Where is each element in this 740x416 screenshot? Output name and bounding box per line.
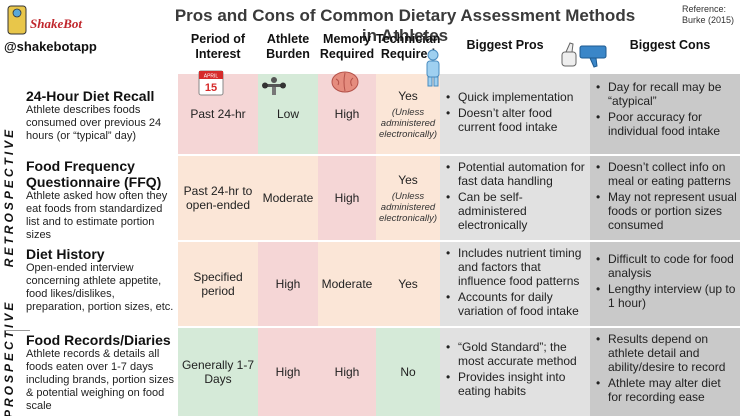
header-period: Period of Interest xyxy=(190,32,246,61)
weight-lifter-icon xyxy=(262,77,286,95)
method-title: Food Records/Diaries xyxy=(26,332,171,348)
header-burden: Athlete Burden xyxy=(266,32,310,61)
prospective-label: PROSPECTIVE xyxy=(2,299,16,416)
section-divider xyxy=(6,330,30,331)
row2-cons-list: Doesn’t collect info on meal or eating p… xyxy=(594,160,738,234)
svg-text:APRIL: APRIL xyxy=(204,74,219,80)
row2-technician: Yes (Unless administered electronically) xyxy=(376,156,440,240)
row1-technician: Yes (Unless administered electronically) xyxy=(376,74,440,154)
row1-period: Past 24-hr xyxy=(178,74,258,154)
svg-text:ShakeBot: ShakeBot xyxy=(30,16,82,31)
reference-note: Reference: Burke (2015) xyxy=(682,4,734,26)
row3-burden: High xyxy=(258,242,318,326)
header-memory: Memory Required xyxy=(319,32,375,61)
row3-technician: Yes xyxy=(376,242,440,326)
row2-technician-value: Yes xyxy=(398,172,418,187)
list-item: Poor accuracy for individual food intake xyxy=(594,110,738,138)
list-item: Potential automation for fast data handl… xyxy=(444,160,588,188)
row2-pros-list: Potential automation for fast data handl… xyxy=(444,160,588,234)
list-item: Provides insight into eating habits xyxy=(444,370,588,398)
row2-memory: High xyxy=(318,156,376,240)
list-item: Doesn’t alter food current food intake xyxy=(444,106,588,134)
row1-technician-value: Yes xyxy=(398,88,418,103)
thumbs-up-down-icon xyxy=(561,42,607,68)
header-technician: Technician Required xyxy=(376,32,441,61)
list-item: Difficult to code for food analysis xyxy=(594,252,738,280)
method-description: Athlete describes foods consumed over pr… xyxy=(26,104,162,142)
page-title: Pros and Cons of Common Dietary Assessme… xyxy=(174,6,636,45)
row1-technician-note: (Unless administered electronically) xyxy=(378,106,438,140)
row3-period: Specified period xyxy=(178,242,258,326)
row3-memory: Moderate xyxy=(318,242,376,326)
row4-period: Generally 1-7 Days xyxy=(178,328,258,416)
calendar-icon: APRIL 15 xyxy=(198,70,224,96)
method-title: 24-Hour Diet Recall xyxy=(26,88,155,104)
row2-burden: Moderate xyxy=(258,156,318,240)
list-item: Day for recall may be “atypical” xyxy=(594,80,738,108)
list-item: May not represent usual foods or portion… xyxy=(594,190,738,232)
social-handle[interactable]: @shakebotapp xyxy=(4,39,97,54)
shakebot-logo: ShakeBot xyxy=(7,5,82,35)
method-description: Athlete records & details all foods eate… xyxy=(26,348,174,412)
method-ffq: Food Frequency Questionnaire (FFQ) Athle… xyxy=(26,158,176,242)
list-item: Athlete may alter diet for recording eas… xyxy=(594,376,738,404)
row2-technician-note: (Unless administered electronically) xyxy=(378,190,438,224)
list-item: Can be self-administered electronically xyxy=(444,190,588,232)
header-pros: Biggest Pros xyxy=(466,38,544,52)
row1-burden: Low xyxy=(258,74,318,154)
row4-cons-list: Results depend on athlete detail and abi… xyxy=(594,332,738,406)
row4-memory: High xyxy=(318,328,376,416)
reference-label: Reference: xyxy=(681,4,726,14)
list-item: “Gold Standard”; the most accurate metho… xyxy=(444,340,588,368)
method-description: Athlete asked how often they eat foods f… xyxy=(26,190,168,241)
list-item: Lengthy interview (up to 1 hour) xyxy=(594,282,738,310)
row4-pros-list: “Gold Standard”; the most accurate metho… xyxy=(444,340,588,400)
list-item: Results depend on athlete detail and abi… xyxy=(594,332,738,374)
header-cons: Biggest Cons xyxy=(629,38,711,52)
list-item: Doesn’t collect info on meal or eating p… xyxy=(594,160,738,188)
method-24hr-recall: 24-Hour Diet Recall Athlete describes fo… xyxy=(26,88,176,143)
row1-pros-list: Quick implementation Doesn’t alter food … xyxy=(444,90,588,136)
technician-icon xyxy=(426,49,440,87)
row3-cons-list: Difficult to code for food analysis Leng… xyxy=(594,252,738,312)
brain-icon xyxy=(331,71,359,93)
row4-burden: High xyxy=(258,328,318,416)
reference-source: Burke (2015) xyxy=(681,15,734,25)
method-title: Food Frequency Questionnaire (FFQ) xyxy=(26,158,162,190)
list-item: Includes nutrient timing and factors tha… xyxy=(444,246,588,288)
method-food-records: Food Records/Diaries Athlete records & d… xyxy=(26,332,176,413)
row2-period: Past 24-hr to open-ended xyxy=(178,156,258,240)
list-item: Accounts for daily variation of food int… xyxy=(444,290,588,318)
retrospective-label: RETROSPECTIVE xyxy=(2,126,16,268)
method-diet-history: Diet History Open-ended interview concer… xyxy=(26,246,176,314)
method-description: Open-ended interview concerning athlete … xyxy=(26,262,174,313)
svg-text:15: 15 xyxy=(205,82,217,94)
row3-pros-list: Includes nutrient timing and factors tha… xyxy=(444,246,588,320)
row4-technician: No xyxy=(376,328,440,416)
method-title: Diet History xyxy=(26,246,105,262)
list-item: Quick implementation xyxy=(444,90,588,104)
row1-cons-list: Day for recall may be “atypical” Poor ac… xyxy=(594,80,738,140)
